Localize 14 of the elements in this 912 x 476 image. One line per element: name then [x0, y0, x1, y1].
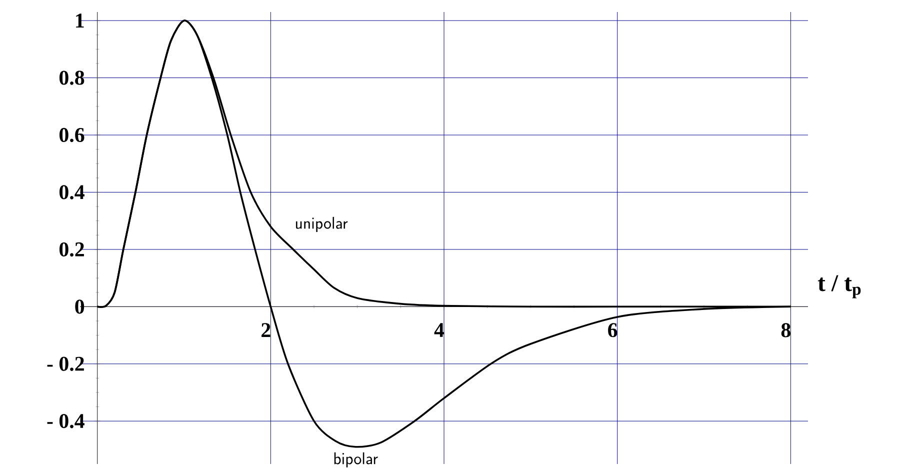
y-tick-label: 0.4	[59, 185, 84, 200]
y-tick-label: 1	[76, 14, 84, 28]
y-tick-label: 0.2	[59, 242, 84, 257]
y-tick-label: 0	[75, 300, 84, 314]
x-tick-label: 2	[262, 323, 270, 337]
x-tick-label: 8	[781, 323, 790, 338]
x-tick-label: 4	[434, 323, 444, 337]
y-tick-label: - 0.4	[47, 414, 84, 428]
y-tick-label: 0.8	[59, 70, 84, 85]
series-label: bipolar	[334, 452, 378, 468]
x-axis-title: t / t$_{p}$	[818, 275, 861, 298]
y-tick-label: - 0.2	[47, 356, 84, 371]
series-label: unipolar	[296, 216, 348, 232]
y-tick-label: 0.6	[59, 128, 84, 142]
